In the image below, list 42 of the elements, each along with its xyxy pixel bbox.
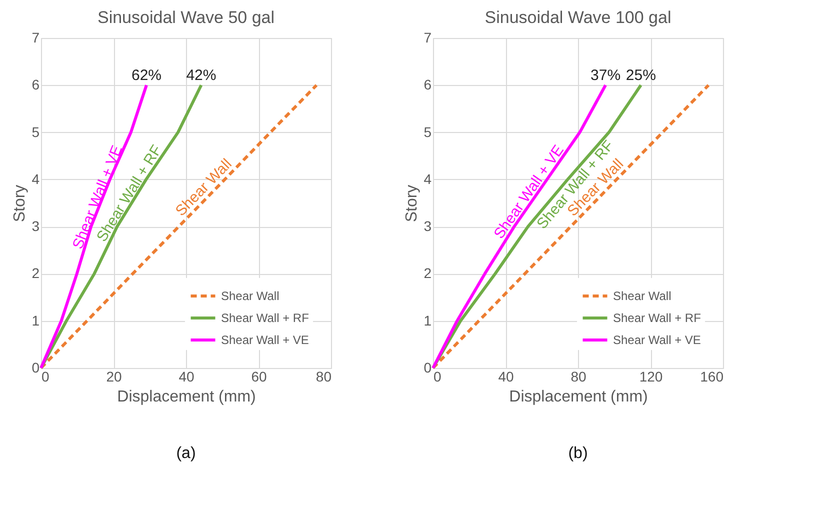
y-tick-label: 7 xyxy=(424,30,432,46)
y-tick-label: 6 xyxy=(32,76,40,93)
y-axis-title: Story xyxy=(404,184,421,222)
chart-title: Sinusoidal Wave 100 gal xyxy=(484,8,672,27)
y-tick-label: 1 xyxy=(424,312,432,328)
y-tick-label: 3 xyxy=(32,218,40,234)
annotation: 37% xyxy=(590,67,621,84)
x-tick-label: 80 xyxy=(316,368,332,384)
x-axis-title: Displacement (mm) xyxy=(509,388,648,406)
legend-label: Shear Wall xyxy=(221,289,280,303)
text: (b) xyxy=(568,445,588,462)
y-tick-label: 3 xyxy=(424,218,432,234)
annotation: 42% xyxy=(186,67,216,84)
chart-title: Sinusoidal Wave 50 gal xyxy=(97,8,275,27)
y-tick-label: 4 xyxy=(424,170,432,187)
y-tick-label: 2 xyxy=(424,265,432,282)
legend-label: Shear Wall xyxy=(613,289,672,303)
annotation: 25% xyxy=(626,67,656,84)
x-axis-title: Displacement (mm) xyxy=(117,388,256,406)
line-series xyxy=(432,84,710,370)
x-tick-label: 20 xyxy=(106,368,122,384)
x-tick-label: 40 xyxy=(178,368,194,384)
x-tick-label: 120 xyxy=(639,368,663,384)
y-tick-label: 5 xyxy=(32,124,40,140)
y-tick-label: 2 xyxy=(32,265,40,282)
line-series xyxy=(40,84,318,370)
text: (a) xyxy=(176,445,196,462)
y-tick-label: 6 xyxy=(424,76,432,93)
y-axis-title: Story xyxy=(12,184,29,222)
x-tick-label: 40 xyxy=(498,368,514,384)
legend-label: Shear Wall + VE xyxy=(613,333,701,347)
annotation: 62% xyxy=(131,67,162,84)
y-tick-label: 7 xyxy=(32,30,40,46)
y-tick-label: 5 xyxy=(424,124,432,140)
y-tick-label: 1 xyxy=(32,312,40,328)
x-tick-label: 60 xyxy=(251,368,267,384)
legend-label: Shear Wall + VE xyxy=(221,333,309,347)
x-tick-label: 80 xyxy=(570,368,586,384)
legend-label: Shear Wall + RF xyxy=(221,311,309,325)
x-tick-label: 160 xyxy=(700,368,724,384)
legend-label: Shear Wall + RF xyxy=(613,311,701,325)
y-tick-label: 4 xyxy=(32,170,40,187)
